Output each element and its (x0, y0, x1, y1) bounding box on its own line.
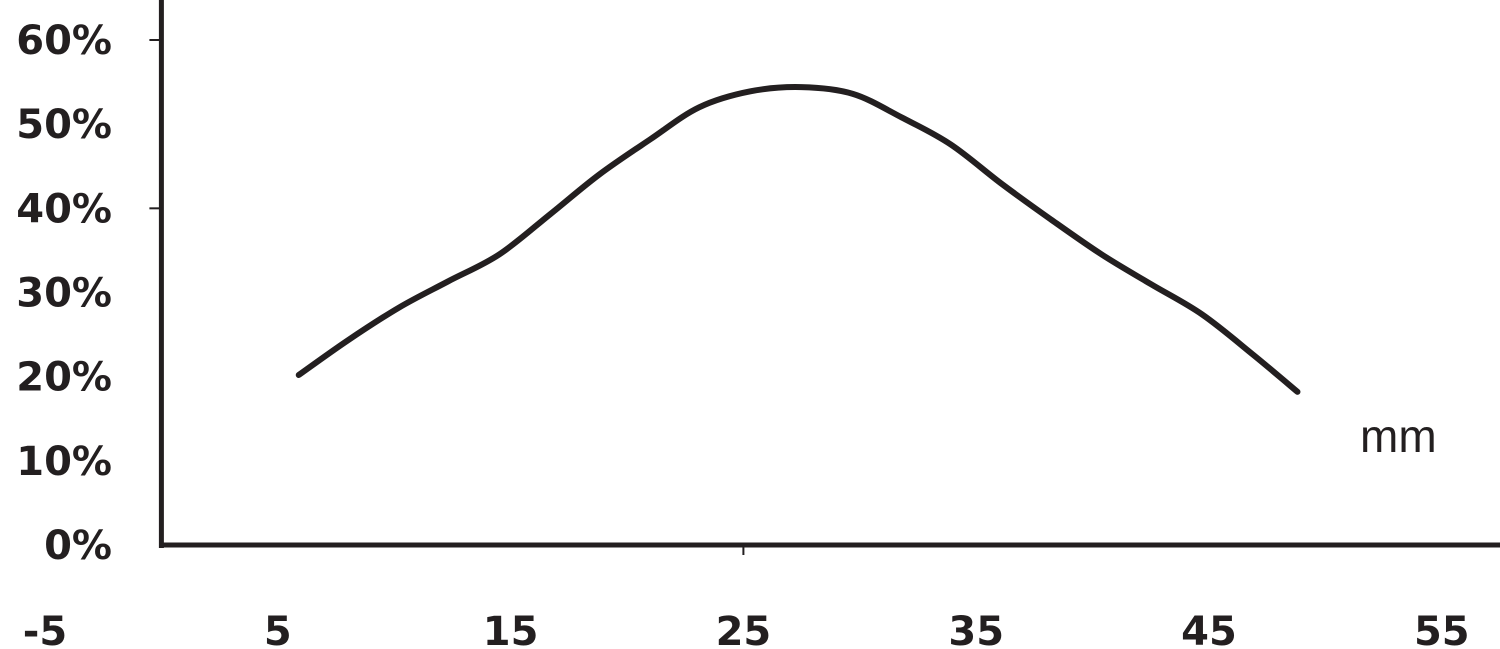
y-tick-labels: 0% 10% 20% 30% 40% 50% 60% (16, 18, 112, 569)
y-tick-label: 30% (16, 271, 112, 317)
y-tick-label: 40% (16, 186, 112, 232)
x-tick-label: -5 (23, 609, 67, 649)
x-tick-label: 15 (483, 609, 539, 649)
x-tick-label: 25 (716, 609, 772, 649)
y-tick-label: 50% (16, 102, 112, 148)
x-tick-labels: -5 5 15 25 35 45 55 (23, 609, 1470, 649)
series-line (295, 84, 1301, 395)
x-tick-label: 5 (264, 609, 292, 649)
x-axis-unit-label: mm (1360, 410, 1437, 462)
y-tick-label: 10% (16, 439, 112, 485)
x-tick-label: 45 (1181, 609, 1237, 649)
x-tick-label: 55 (1414, 609, 1470, 649)
y-tick-label: 60% (16, 18, 112, 64)
x-tick-label: 35 (948, 609, 1004, 649)
y-tick-label: 0% (44, 523, 112, 569)
y-tick-label: 20% (16, 355, 112, 401)
axes (149, 0, 1500, 555)
